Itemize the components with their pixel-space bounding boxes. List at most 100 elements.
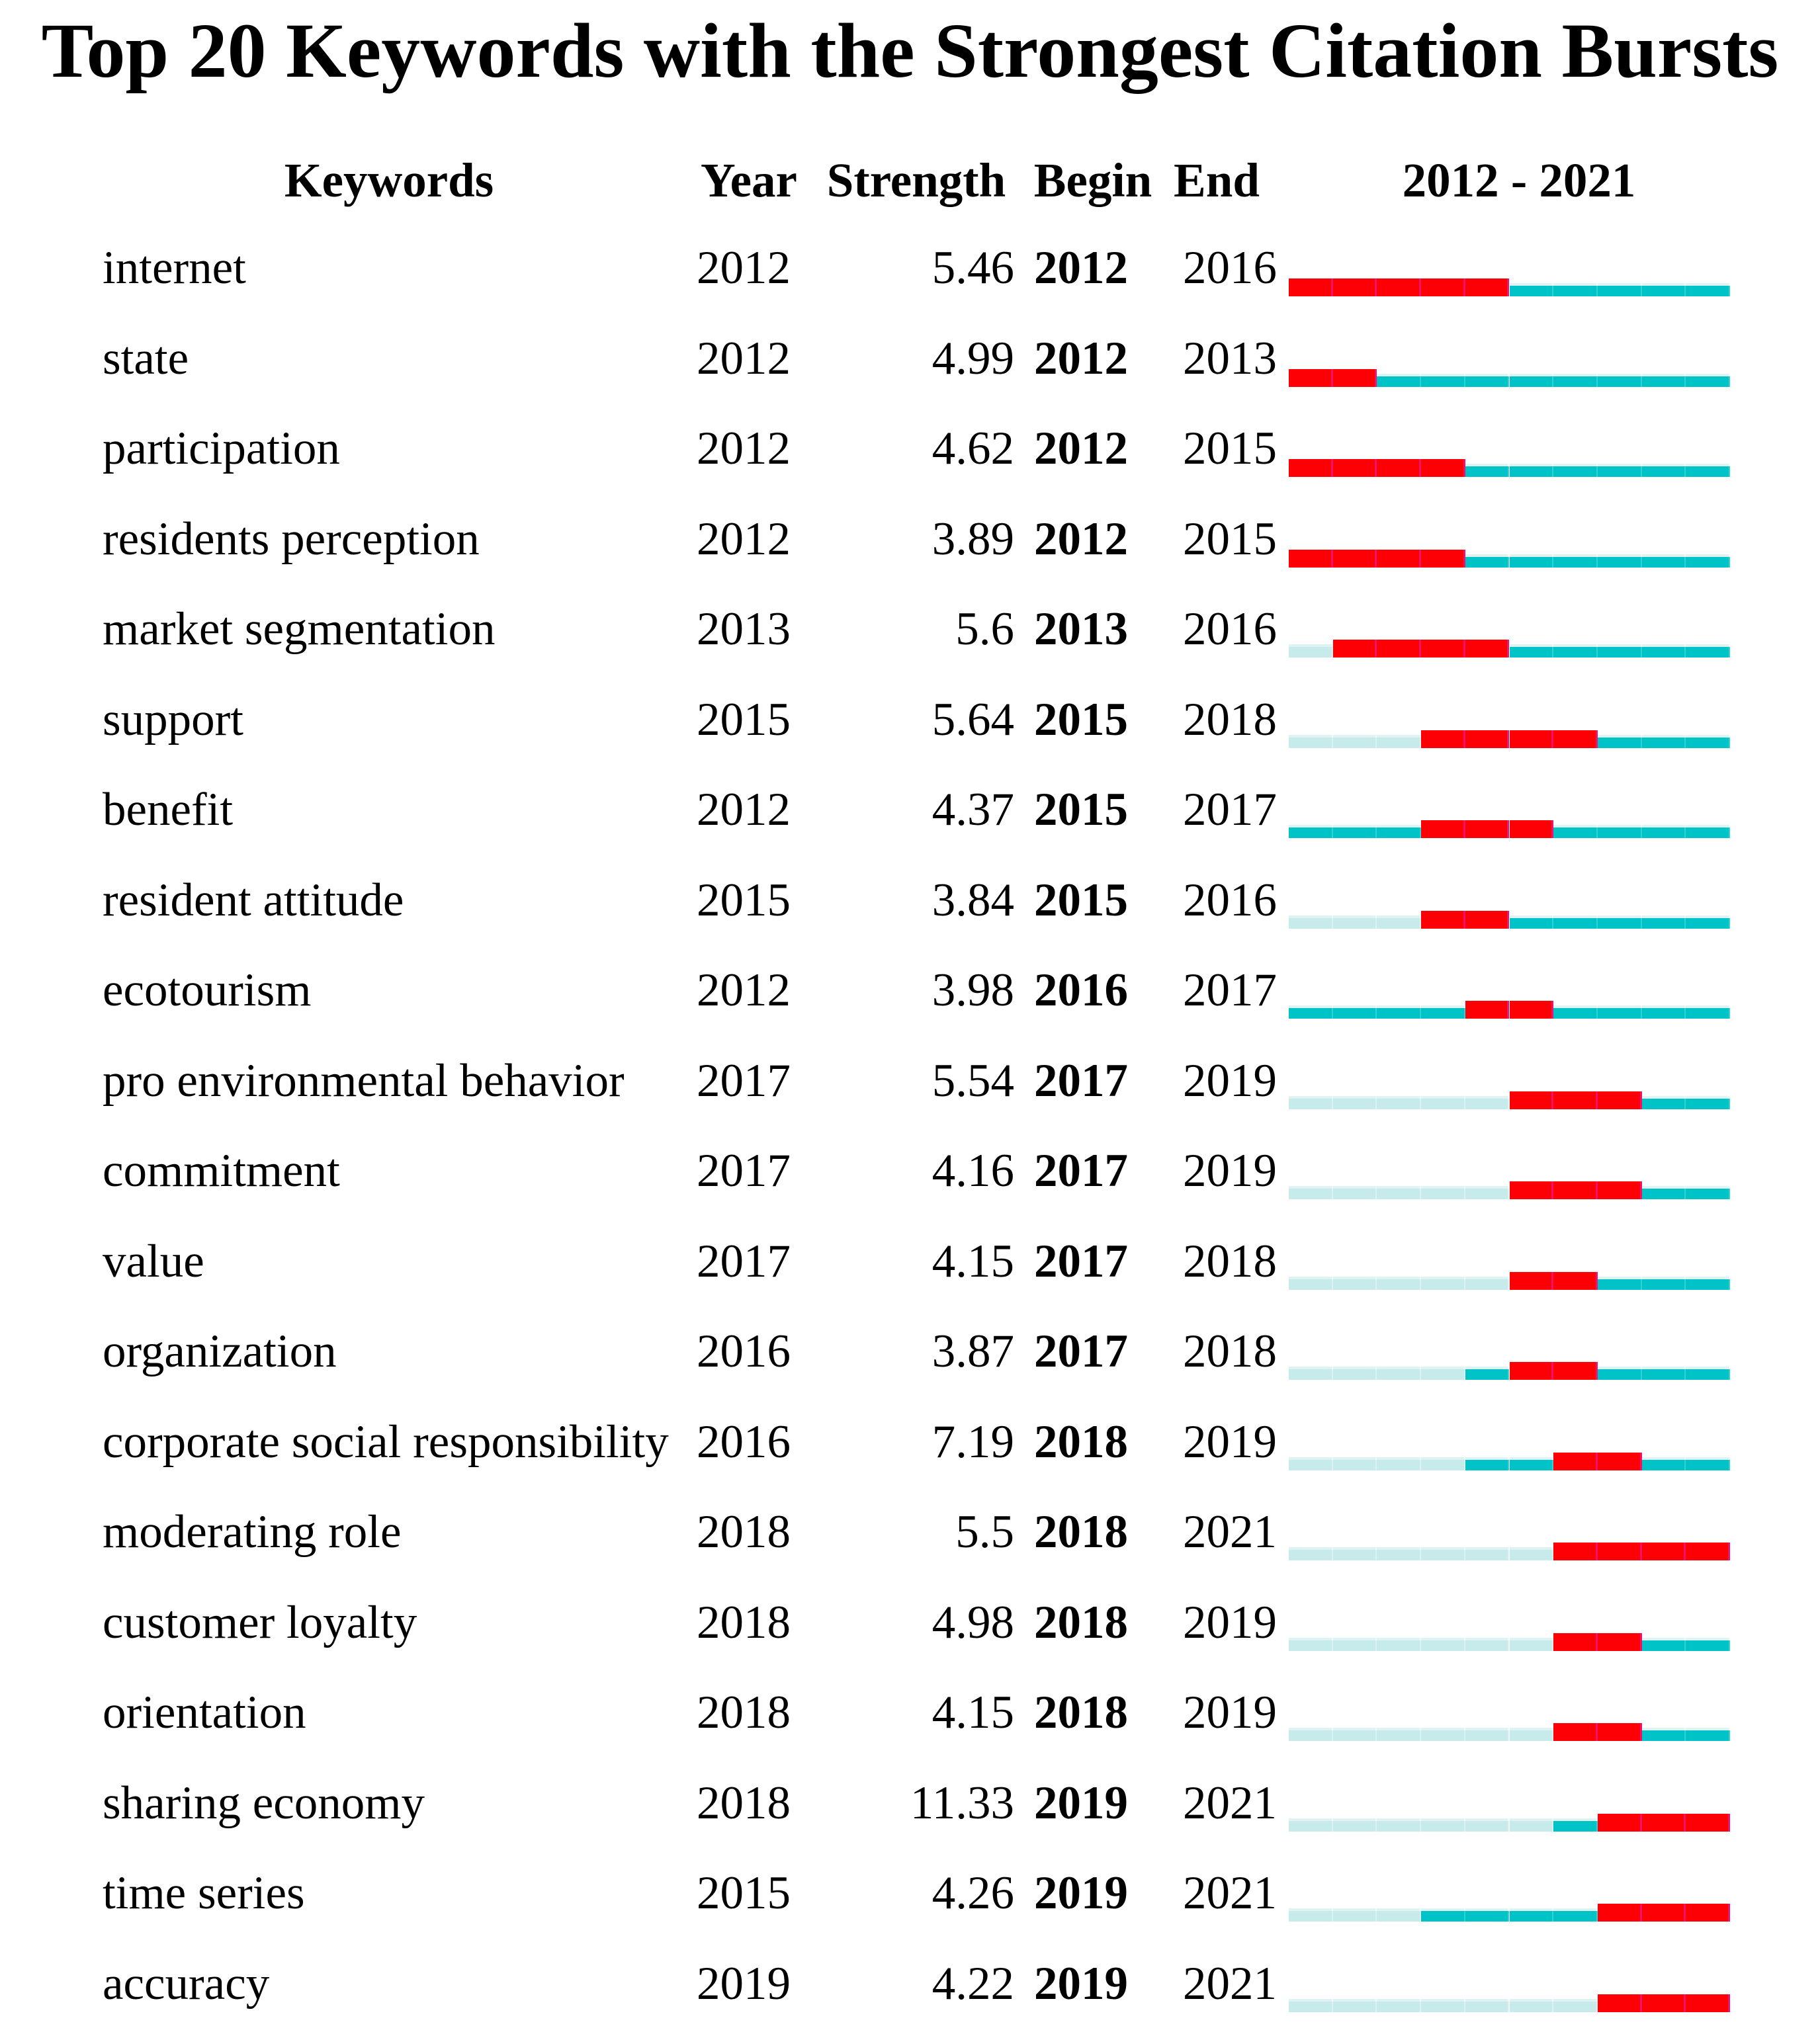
bar-segment-2019 — [1597, 1091, 1642, 1109]
bar-segment-2012 — [1289, 549, 1333, 568]
end-value: 2021 — [1183, 1777, 1277, 1829]
inactive-block — [1421, 1279, 1465, 1290]
bar-segment-2012 — [1289, 1272, 1333, 1290]
inactive-block — [1289, 1279, 1333, 1290]
bar-segment-2017 — [1509, 1904, 1554, 1922]
inactive-block — [1421, 1820, 1465, 1832]
bar-segment-2018 — [1553, 1994, 1598, 2012]
keyword-label: value — [103, 1235, 204, 1287]
bar-segment-2021 — [1686, 550, 1730, 568]
keyword-label: time series — [103, 1867, 305, 1919]
bar-segment-2017 — [1509, 1814, 1554, 1832]
strength-value: 5.64 — [932, 693, 1014, 745]
bar-segment-2013 — [1332, 1181, 1377, 1199]
active-block — [1332, 827, 1377, 838]
bar-segment-2020 — [1641, 1091, 1686, 1109]
bar-segment-2020 — [1641, 1723, 1686, 1741]
burst-block — [1641, 1813, 1686, 1832]
table-row: commitment 2017 4.16 2017 2019 — [0, 1126, 1820, 1217]
active-block — [1597, 647, 1642, 657]
table-row: market segmentation 2013 5.6 2013 2016 — [0, 585, 1820, 675]
bar-segment-2019 — [1597, 550, 1642, 568]
timeline-bar — [1289, 1994, 1730, 2012]
active-block — [1597, 466, 1642, 477]
bar-segment-2012 — [1289, 1362, 1333, 1380]
begin-value: 2013 — [1034, 603, 1128, 655]
timeline-bar — [1289, 549, 1730, 568]
inactive-block — [1332, 1730, 1377, 1741]
end-value: 2017 — [1183, 964, 1277, 1016]
burst-block — [1289, 368, 1333, 387]
bar-segment-2021 — [1686, 730, 1730, 748]
bar-segment-2021 — [1686, 1091, 1730, 1109]
active-block — [1597, 556, 1642, 568]
strength-value: 4.15 — [932, 1687, 1014, 1738]
active-block — [1597, 917, 1642, 929]
begin-value: 2018 — [1034, 1416, 1128, 1468]
burst-block — [1421, 640, 1465, 657]
bar-segment-2014 — [1377, 820, 1422, 838]
keyword-label: market segmentation — [103, 603, 496, 655]
bar-segment-2015 — [1421, 459, 1465, 477]
inactive-block — [1377, 1640, 1422, 1651]
bar-segment-2013 — [1332, 730, 1377, 748]
active-block — [1597, 1008, 1642, 1019]
bar-segment-2021 — [1686, 1362, 1730, 1380]
bar-segment-2017 — [1509, 1362, 1554, 1380]
bar-segment-2016 — [1465, 1091, 1510, 1109]
keyword-label: organization — [103, 1326, 337, 1377]
active-block — [1421, 1008, 1465, 1019]
active-block — [1641, 376, 1686, 387]
bar-segment-2021 — [1686, 1453, 1730, 1470]
strength-value: 3.87 — [932, 1326, 1014, 1377]
active-block — [1686, 827, 1730, 838]
inactive-block — [1377, 1820, 1422, 1832]
active-block — [1509, 286, 1554, 296]
inactive-block — [1289, 1820, 1333, 1832]
inactive-block — [1465, 1640, 1510, 1651]
bar-segment-2019 — [1597, 1452, 1642, 1470]
end-value: 2016 — [1183, 874, 1277, 926]
bar-segment-2016 — [1465, 910, 1510, 929]
end-value: 2019 — [1183, 1054, 1277, 1107]
burst-block — [1553, 1362, 1598, 1380]
active-block — [1421, 376, 1465, 387]
bar-segment-2013 — [1332, 459, 1377, 477]
bar-segment-2021 — [1686, 1633, 1730, 1651]
inactive-block — [1332, 1550, 1377, 1560]
inactive-block — [1377, 1369, 1422, 1380]
bar-segment-2017 — [1509, 1271, 1554, 1290]
year-value: 2015 — [697, 874, 791, 926]
active-block — [1641, 1369, 1686, 1380]
bar-segment-2015 — [1421, 1994, 1465, 2012]
bar-segment-2020 — [1641, 1453, 1686, 1470]
active-block — [1686, 917, 1730, 929]
bar-segment-2021 — [1686, 278, 1730, 296]
active-block — [1686, 1730, 1730, 1741]
inactive-block — [1421, 1550, 1465, 1560]
strength-value: 11.33 — [910, 1777, 1014, 1829]
inactive-block — [1465, 1189, 1510, 1199]
burst-block — [1332, 640, 1377, 657]
active-block — [1465, 1369, 1510, 1380]
end-value: 2019 — [1183, 1687, 1277, 1738]
bar-segment-2013 — [1332, 1994, 1377, 2012]
year-value: 2018 — [697, 1596, 791, 1648]
inactive-block — [1289, 1911, 1333, 1922]
bar-segment-2017 — [1509, 820, 1554, 838]
end-value: 2021 — [1183, 1506, 1277, 1558]
bar-segment-2013 — [1332, 368, 1377, 387]
bar-segment-2014 — [1377, 1362, 1422, 1380]
active-block — [1509, 1911, 1554, 1922]
bar-segment-2015 — [1421, 1633, 1465, 1651]
year-value: 2012 — [697, 332, 791, 384]
bar-segment-2014 — [1377, 1091, 1422, 1109]
inactive-block — [1421, 1730, 1465, 1741]
active-block — [1686, 1459, 1730, 1470]
active-block — [1686, 1189, 1730, 1199]
burst-block — [1597, 1632, 1642, 1651]
bar-segment-2019 — [1597, 730, 1642, 748]
burst-block — [1641, 1904, 1686, 1922]
column-header-begin: Begin — [1033, 153, 1152, 207]
bar-segment-2018 — [1553, 640, 1598, 657]
